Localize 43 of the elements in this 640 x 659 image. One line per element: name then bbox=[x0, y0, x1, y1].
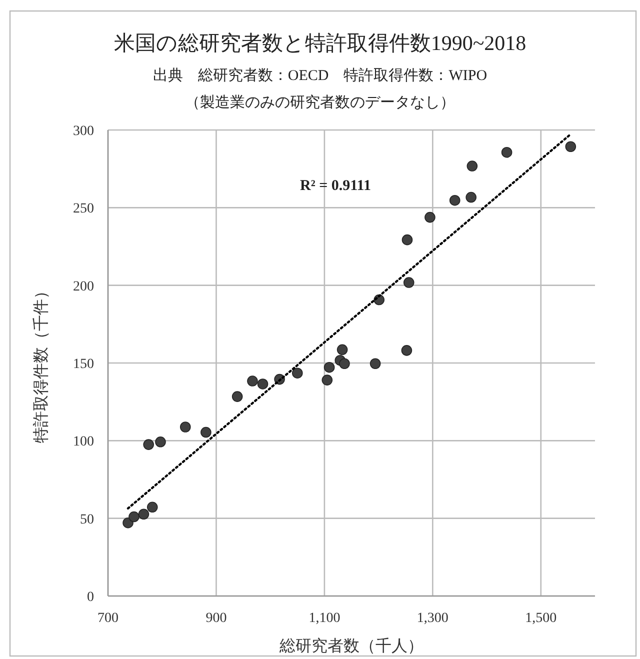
point bbox=[336, 344, 348, 356]
x-tick-label: 700 bbox=[98, 611, 118, 626]
point bbox=[403, 277, 414, 288]
annotation: R² = 0.9111 bbox=[300, 178, 371, 194]
point bbox=[466, 192, 476, 203]
x-axis-title: 総研究者数（千人） bbox=[278, 637, 424, 655]
point bbox=[155, 436, 166, 448]
point bbox=[247, 376, 258, 386]
y-tick-label: 50 bbox=[80, 512, 94, 528]
y-tick-label: 200 bbox=[73, 279, 94, 294]
point bbox=[466, 160, 478, 172]
point bbox=[322, 374, 333, 386]
y-tick-label: 300 bbox=[73, 124, 94, 139]
point bbox=[143, 439, 154, 450]
point bbox=[257, 378, 268, 390]
point bbox=[501, 146, 512, 158]
x-tick-label: 900 bbox=[206, 611, 227, 626]
point bbox=[180, 422, 191, 432]
point bbox=[424, 212, 436, 223]
point bbox=[138, 508, 150, 520]
point bbox=[128, 511, 140, 522]
y-tick-label: 150 bbox=[73, 357, 94, 372]
point bbox=[565, 141, 576, 152]
chart-title: 米国の総研究者数と特許取得件数1990~2018 bbox=[114, 31, 526, 55]
x-tick-label: 1,300 bbox=[416, 611, 448, 626]
x-tick-label: 1,100 bbox=[308, 611, 340, 626]
point bbox=[292, 368, 303, 378]
point bbox=[401, 345, 412, 356]
chart-subtitle: 出典 総研究者数：OECD 特許取得件数：WIPO bbox=[152, 67, 488, 84]
point bbox=[146, 502, 158, 513]
point bbox=[449, 194, 460, 206]
point bbox=[232, 391, 243, 402]
point bbox=[402, 234, 413, 246]
point bbox=[200, 426, 212, 438]
point bbox=[339, 358, 350, 370]
y-tick-label: 0 bbox=[87, 590, 94, 605]
point bbox=[324, 362, 335, 373]
y-tick-label: 100 bbox=[73, 434, 94, 450]
y-tick-label: 250 bbox=[73, 202, 94, 217]
text: （製造業のみの研究者数のデータなし） bbox=[185, 94, 455, 111]
x-tick-label: 1,500 bbox=[525, 611, 557, 626]
y-axis-title: 特許取得件数（千件） bbox=[32, 283, 50, 443]
point bbox=[370, 358, 381, 370]
